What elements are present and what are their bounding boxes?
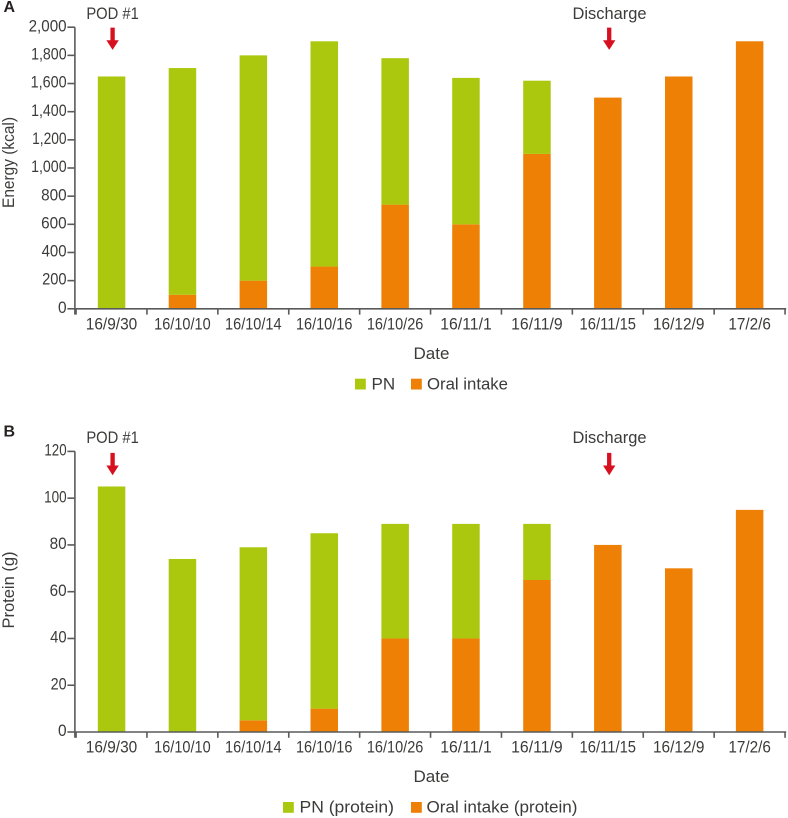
svg-text:16/9/30: 16/9/30 bbox=[86, 315, 138, 333]
svg-text:16/12/9: 16/12/9 bbox=[653, 315, 705, 333]
svg-text:120: 120 bbox=[44, 442, 66, 460]
svg-text:1,600: 1,600 bbox=[31, 74, 67, 92]
svg-text:0: 0 bbox=[58, 722, 67, 740]
svg-text:16/11/9: 16/11/9 bbox=[511, 739, 563, 757]
svg-text:16/10/26: 16/10/26 bbox=[367, 315, 424, 333]
svg-text:16/9/30: 16/9/30 bbox=[86, 739, 138, 757]
svg-text:16/10/16: 16/10/16 bbox=[296, 739, 353, 757]
svg-text:400: 400 bbox=[42, 243, 67, 261]
svg-text:200: 200 bbox=[42, 271, 67, 289]
svg-text:PN (protein): PN (protein) bbox=[300, 798, 395, 817]
svg-text:Oral intake (protein): Oral intake (protein) bbox=[427, 798, 578, 817]
svg-text:17/2/6: 17/2/6 bbox=[728, 315, 771, 333]
svg-text:2,000: 2,000 bbox=[29, 17, 67, 35]
svg-text:Discharge: Discharge bbox=[573, 428, 647, 447]
svg-text:Date: Date bbox=[414, 767, 450, 786]
svg-text:0: 0 bbox=[58, 299, 67, 317]
svg-text:16/11/9: 16/11/9 bbox=[511, 315, 563, 333]
svg-text:POD #1: POD #1 bbox=[86, 4, 139, 23]
svg-text:1,800: 1,800 bbox=[31, 45, 67, 63]
svg-text:20: 20 bbox=[51, 675, 67, 693]
svg-text:16/10/16: 16/10/16 bbox=[296, 315, 353, 333]
svg-text:17/2/6: 17/2/6 bbox=[728, 739, 771, 757]
svg-text:600: 600 bbox=[41, 214, 67, 232]
svg-text:16/12/9: 16/12/9 bbox=[653, 739, 705, 757]
svg-text:16/10/26: 16/10/26 bbox=[367, 739, 424, 757]
svg-text:Protein (g): Protein (g) bbox=[0, 552, 18, 629]
svg-text:80: 80 bbox=[50, 535, 67, 553]
svg-text:Energy (kcal): Energy (kcal) bbox=[0, 117, 18, 208]
svg-text:16/10/14: 16/10/14 bbox=[225, 315, 282, 333]
svg-text:Discharge: Discharge bbox=[573, 4, 647, 23]
svg-text:B: B bbox=[4, 423, 16, 440]
svg-text:1,400: 1,400 bbox=[31, 102, 67, 120]
svg-text:16/11/1: 16/11/1 bbox=[440, 739, 492, 757]
svg-text:1,000: 1,000 bbox=[31, 158, 67, 176]
svg-text:16/11/15: 16/11/15 bbox=[580, 315, 637, 333]
svg-text:16/10/14: 16/10/14 bbox=[225, 739, 282, 757]
svg-text:800: 800 bbox=[41, 186, 67, 204]
svg-text:PN: PN bbox=[372, 374, 396, 393]
svg-text:60: 60 bbox=[50, 582, 67, 600]
svg-text:POD #1: POD #1 bbox=[86, 428, 139, 447]
svg-text:16/10/10: 16/10/10 bbox=[154, 739, 211, 757]
svg-text:40: 40 bbox=[50, 629, 67, 647]
svg-text:100: 100 bbox=[44, 488, 67, 506]
svg-text:Oral intake: Oral intake bbox=[427, 374, 508, 393]
svg-text:16/10/10: 16/10/10 bbox=[154, 315, 211, 333]
svg-text:1,200: 1,200 bbox=[32, 130, 67, 148]
svg-text:16/11/1: 16/11/1 bbox=[440, 315, 492, 333]
svg-text:Date: Date bbox=[414, 344, 450, 363]
svg-text:A: A bbox=[4, 0, 16, 16]
svg-text:16/11/15: 16/11/15 bbox=[580, 739, 637, 757]
